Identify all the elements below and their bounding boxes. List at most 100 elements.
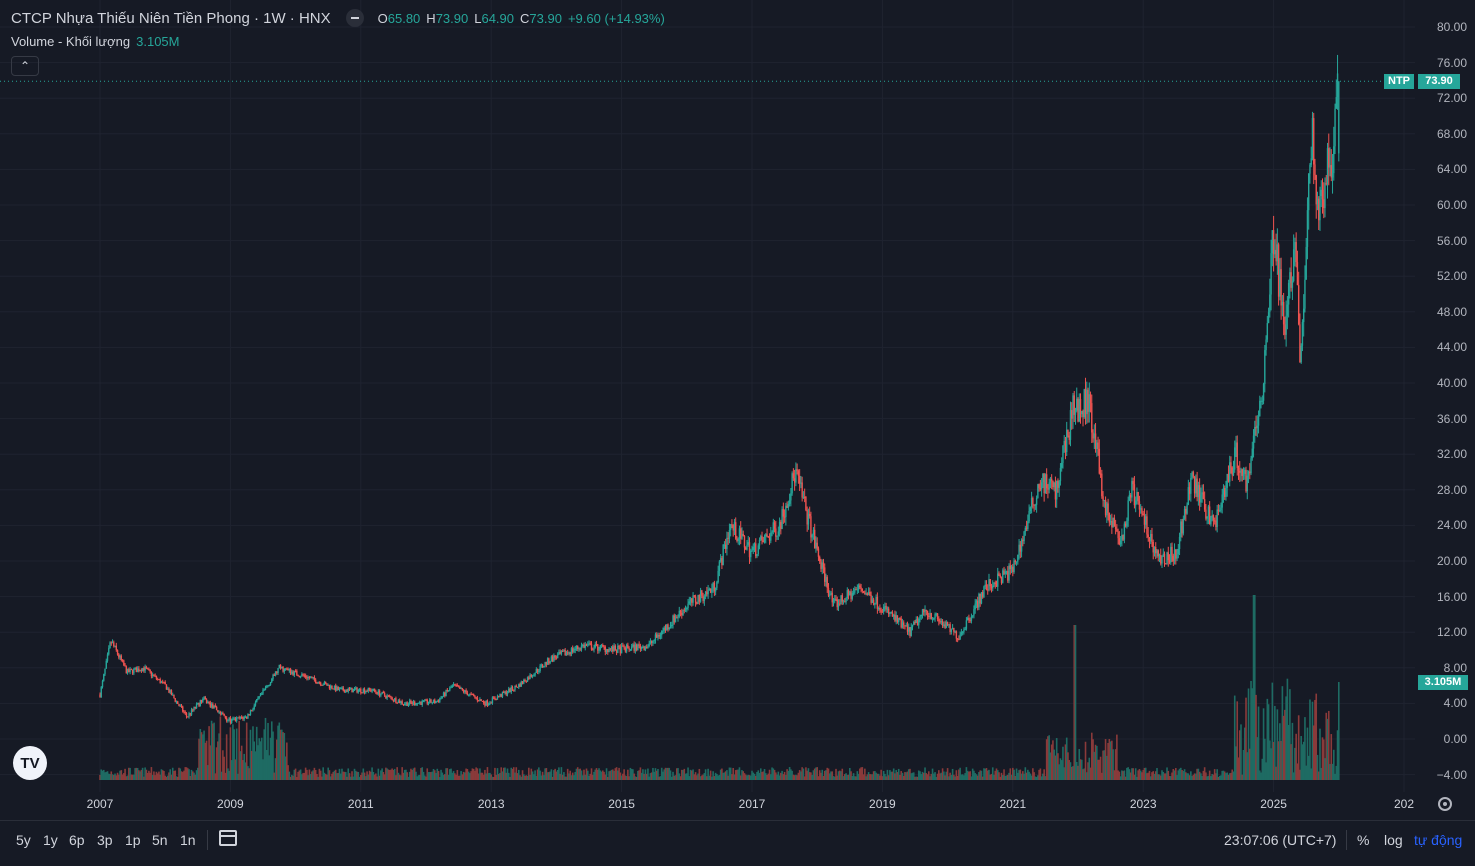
range-5y-button[interactable]: 5y [16, 832, 31, 848]
candle-body [378, 690, 381, 696]
volume-label[interactable]: Volume - Khối lượng [11, 34, 131, 49]
candle-body [1129, 494, 1132, 498]
volume-bar [1098, 759, 1101, 780]
volume-bar [951, 768, 954, 780]
volume-bar [726, 770, 728, 780]
range-5d-button[interactable]: 5n [152, 832, 168, 848]
percent-toggle[interactable]: % [1357, 832, 1370, 848]
candle-body [1053, 482, 1055, 488]
volume-bar [812, 770, 815, 780]
candle-body [1310, 158, 1312, 165]
candle-body [1261, 400, 1264, 402]
candle-body [1333, 146, 1335, 174]
candle-body [499, 694, 501, 697]
candle-body [913, 622, 915, 625]
candle-body [1250, 458, 1252, 474]
candle-body [269, 682, 272, 686]
log-toggle[interactable]: log [1384, 832, 1403, 848]
candle-body [1262, 384, 1265, 401]
candle-body [1216, 509, 1218, 527]
volume-bar [885, 776, 887, 780]
candle-body [187, 716, 189, 718]
candle-body [1121, 534, 1123, 541]
volume-bar [1090, 732, 1093, 780]
range-3m-button[interactable]: 3p [97, 832, 113, 848]
volume-bar [346, 776, 348, 780]
volume-bar [598, 768, 600, 780]
candle-body [195, 704, 198, 709]
candle-body [452, 684, 455, 686]
volume-bar [1065, 737, 1068, 780]
candle-body [592, 649, 594, 651]
candle-body [529, 674, 531, 679]
candle-body [523, 679, 525, 684]
volume-bar [515, 767, 518, 780]
candle-body [603, 646, 605, 648]
range-6m-button[interactable]: 6p [69, 832, 85, 848]
candle-body [915, 619, 917, 623]
volume-bar [265, 750, 268, 780]
chart-area[interactable] [0, 0, 1415, 792]
candle-body [1086, 389, 1088, 415]
candle-body [765, 534, 767, 537]
candle-body [770, 532, 772, 541]
calendar-icon[interactable] [219, 830, 237, 846]
range-1d-button[interactable]: 1n [180, 832, 196, 848]
candle-body [530, 674, 533, 677]
volume-bar [894, 773, 896, 780]
volume-bar [447, 774, 450, 780]
candle-body [1281, 302, 1284, 306]
collapse-legend-button[interactable]: ⌃ [11, 56, 39, 76]
volume-bar [732, 767, 734, 780]
candle-body [435, 701, 437, 703]
candle-body [1040, 482, 1043, 490]
volume-bar [288, 771, 291, 780]
candle-body [476, 697, 479, 701]
candle-body [658, 635, 660, 637]
volume-bar [1201, 776, 1203, 780]
candle-body [783, 516, 786, 518]
settings-gear-icon[interactable] [1438, 797, 1452, 811]
volume-bar [1096, 745, 1098, 780]
candle-body [1161, 556, 1163, 564]
volume-bar [743, 773, 746, 780]
candle-body [371, 690, 373, 692]
volume-bar [802, 768, 805, 780]
auto-scale-toggle[interactable]: tự động [1414, 832, 1463, 848]
volume-bar [808, 772, 811, 780]
candle-body [751, 550, 753, 552]
candle-body [155, 675, 158, 679]
candle-body [163, 681, 165, 683]
volume-bar [1231, 769, 1234, 780]
volume-bar [618, 767, 620, 780]
tradingview-logo-icon[interactable]: TV [13, 746, 47, 780]
range-1m-button[interactable]: 1p [125, 832, 141, 848]
candle-body [1222, 488, 1225, 495]
candle-body [1167, 552, 1169, 561]
volume-bar [421, 767, 424, 780]
candle-body [859, 585, 861, 588]
volume-bar [253, 741, 256, 780]
volume-bar [714, 772, 717, 780]
hide-legend-icon[interactable] [345, 9, 364, 27]
volume-bar [785, 774, 787, 780]
volume-bar [698, 768, 701, 780]
volume-bar [451, 772, 454, 780]
range-1y-button[interactable]: 1y [43, 832, 58, 848]
price-chart[interactable] [0, 0, 1415, 792]
volume-bar [852, 773, 855, 780]
volume-bar [830, 771, 832, 780]
candle-body [901, 622, 904, 628]
volume-bar [1290, 744, 1292, 780]
volume-bar [652, 767, 654, 780]
candle-body [911, 624, 914, 628]
volume-bar [128, 767, 130, 780]
volume-bar [897, 768, 900, 780]
volume-bar [820, 772, 822, 780]
volume-bar [1242, 749, 1245, 780]
volume-bar [1216, 769, 1218, 780]
candle-body [1039, 487, 1042, 490]
candle-body [909, 627, 911, 637]
chart-title[interactable]: CTCP Nhựa Thiếu Niên Tiền Phong · 1W · H… [11, 9, 331, 27]
clock[interactable]: 23:07:06 (UTC+7) [1224, 832, 1337, 848]
